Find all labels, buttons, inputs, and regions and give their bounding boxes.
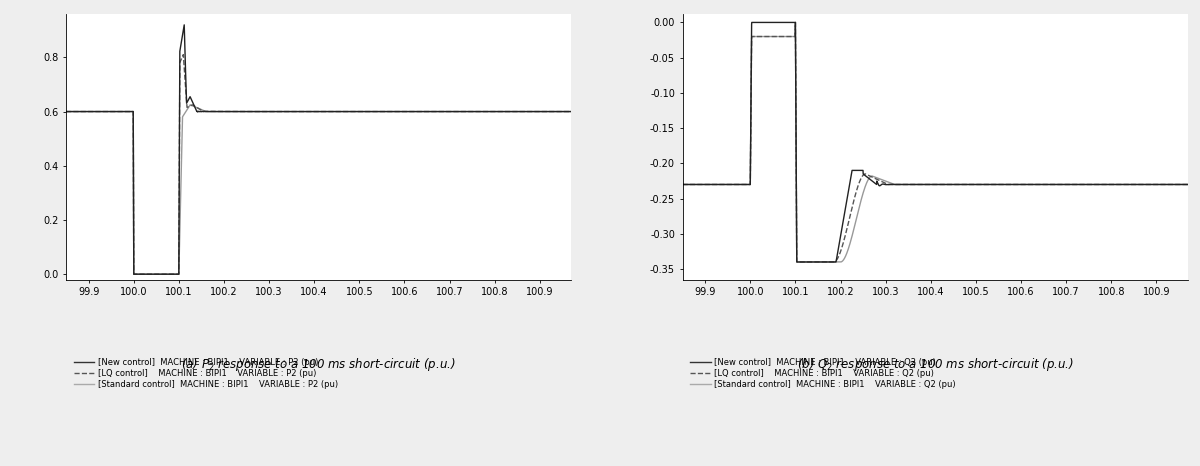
- Legend: [New control]  MACHINE : BIPI1    VARIABLE : P2 (pu), [LQ control]    MACHINE : : [New control] MACHINE : BIPI1 VARIABLE :…: [70, 355, 341, 392]
- X-axis label: (a) $P_2$ response to a 100 ms short-circuit (p.u.): (a) $P_2$ response to a 100 ms short-cir…: [181, 356, 456, 373]
- X-axis label: (b) $Q_2$ response to a 100 ms short-circuit (p.u.): (b) $Q_2$ response to a 100 ms short-cir…: [797, 356, 1074, 373]
- Legend: [New control]  MACHINE : BIPI1    VARIABLE : Q2 (pu), [LQ control]    MACHINE : : [New control] MACHINE : BIPI1 VARIABLE :…: [686, 355, 959, 392]
